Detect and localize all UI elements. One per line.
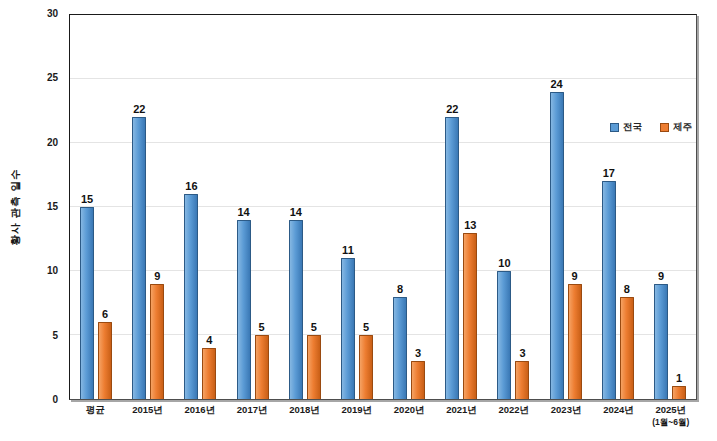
- bar-value-label: 8: [624, 283, 630, 295]
- legend-label: 전국: [623, 121, 642, 134]
- bar-전국-2016년: 16: [184, 194, 198, 399]
- y-tick-label: 15: [0, 200, 58, 214]
- dust-days-bar-chart: 황사 관측 일수 051015202530 156229164145145115…: [0, 0, 717, 441]
- bar-제주-2019년: 5: [359, 335, 373, 399]
- legend: 전국 제주: [610, 121, 692, 134]
- x-axis-label: 2022년: [488, 404, 540, 428]
- bar-제주-2018년: 5: [307, 335, 321, 399]
- x-axis-label: 2025년(1월~6월): [645, 404, 697, 428]
- bar-제주-2015년: 9: [150, 284, 164, 399]
- bar-group: 2213: [435, 15, 487, 399]
- y-tick-label: 10: [0, 264, 58, 278]
- bar-전국-2015년: 22: [132, 117, 146, 399]
- bar-value-label: 14: [237, 206, 249, 218]
- bar-value-label: 22: [133, 103, 145, 115]
- bar-전국-2020년: 8: [393, 297, 407, 399]
- y-tick-label: 30: [0, 7, 58, 21]
- bar-제주-2022년: 3: [515, 361, 529, 399]
- bar-group: 83: [383, 15, 435, 399]
- x-axis-label: 2023년: [540, 404, 592, 428]
- x-axis-sublabel: (1월~6월): [645, 416, 697, 428]
- bar-제주-2021년: 13: [463, 233, 477, 399]
- bar-value-label: 9: [154, 270, 160, 282]
- bar-제주-2025년: 1: [672, 386, 686, 399]
- y-tick-label: 0: [0, 393, 58, 407]
- bar-제주-2023년: 9: [568, 284, 582, 399]
- bar-제주-2016년: 4: [202, 348, 216, 399]
- bar-group: 229: [122, 15, 174, 399]
- bar-value-label: 1: [676, 372, 682, 384]
- legend-swatch-icon: [660, 123, 669, 132]
- bar-value-label: 5: [311, 321, 317, 333]
- bar-제주-2017년: 5: [255, 335, 269, 399]
- bar-group: 164: [174, 15, 226, 399]
- bar-value-label: 3: [415, 347, 421, 359]
- bar-group: 115: [331, 15, 383, 399]
- bar-전국-2022년: 10: [497, 271, 511, 399]
- bar-전국-2024년: 17: [602, 181, 616, 399]
- bar-value-label: 15: [81, 193, 93, 205]
- bar-value-label: 24: [551, 78, 563, 90]
- x-axis-label: 2015년: [121, 404, 173, 428]
- x-axis-label: 2024년: [592, 404, 644, 428]
- bar-group: 249: [540, 15, 592, 399]
- x-axis-label: 2020년: [383, 404, 435, 428]
- bar-group: 156: [70, 15, 122, 399]
- bar-value-label: 3: [519, 347, 525, 359]
- bar-value-label: 8: [397, 283, 403, 295]
- bar-전국-2018년: 14: [289, 220, 303, 399]
- x-axis-label: 2021년: [435, 404, 487, 428]
- x-axis-label: 평균: [69, 404, 121, 428]
- bar-value-label: 17: [603, 167, 615, 179]
- x-axis-label: 2017년: [226, 404, 278, 428]
- bar-value-label: 16: [185, 180, 197, 192]
- bar-value-label: 5: [259, 321, 265, 333]
- bar-전국-2025년: 9: [654, 284, 668, 399]
- bar-value-label: 6: [102, 308, 108, 320]
- bar-value-label: 22: [446, 103, 458, 115]
- bar-value-label: 14: [290, 206, 302, 218]
- y-tick-label: 25: [0, 71, 58, 85]
- legend-swatch-icon: [610, 123, 619, 132]
- bar-value-label: 13: [464, 219, 476, 231]
- bar-전국-평균: 15: [80, 207, 94, 399]
- bar-제주-2020년: 3: [411, 361, 425, 399]
- legend-label: 제주: [673, 121, 692, 134]
- legend-item-제주: 제주: [660, 121, 692, 134]
- bar-value-label: 11: [342, 244, 354, 256]
- y-tick-label: 5: [0, 329, 58, 343]
- bar-group: 145: [279, 15, 331, 399]
- bar-value-label: 4: [206, 334, 212, 346]
- bar-전국-2019년: 11: [341, 258, 355, 399]
- bar-groups: 15622916414514511583221310324917891: [70, 15, 696, 399]
- bar-제주-2024년: 8: [620, 297, 634, 399]
- x-axis-label: 2018년: [278, 404, 330, 428]
- bar-전국-2021년: 22: [445, 117, 459, 399]
- bar-전국-2017년: 14: [237, 220, 251, 399]
- legend-item-전국: 전국: [610, 121, 642, 134]
- bar-value-label: 9: [658, 270, 664, 282]
- bar-전국-2023년: 24: [550, 92, 564, 399]
- bar-제주-평균: 6: [98, 322, 112, 399]
- plot-area: 15622916414514511583221310324917891 전국제주: [69, 14, 697, 400]
- bar-group: 103: [487, 15, 539, 399]
- y-tick-label: 20: [0, 136, 58, 150]
- bar-value-label: 9: [572, 270, 578, 282]
- x-axis-label: 2016년: [174, 404, 226, 428]
- x-axis-labels: 평균2015년2016년2017년2018년2019년2020년2021년202…: [69, 404, 697, 428]
- bar-value-label: 5: [363, 321, 369, 333]
- x-axis-label: 2019년: [331, 404, 383, 428]
- bar-group: 145: [227, 15, 279, 399]
- bar-group: 178: [592, 15, 644, 399]
- bar-group: 91: [644, 15, 696, 399]
- bar-value-label: 10: [498, 257, 510, 269]
